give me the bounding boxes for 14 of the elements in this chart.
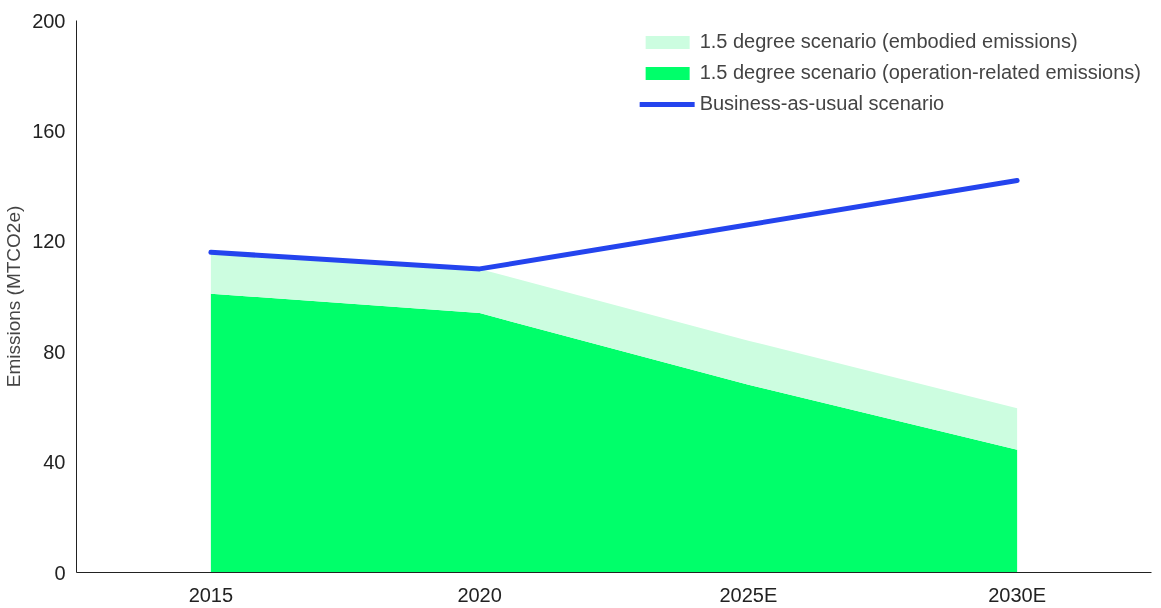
y-tick-label: 160 [32, 119, 66, 142]
legend-label: 1.5 degree scenario (operation-related emissions) [699, 61, 1141, 84]
y-axis-title: Emissions (MTCO2e) [3, 205, 25, 388]
y-tick-label: 80 [43, 340, 66, 363]
legend-label: Business-as-usual scenario [699, 92, 945, 115]
y-tick-label: 120 [32, 230, 66, 253]
x-tick-label: 2030E [988, 583, 1047, 606]
y-tick-label: 0 [54, 561, 66, 584]
legend-label: 1.5 degree scenario (embodied emissions) [699, 30, 1078, 53]
y-tick-label: 40 [43, 451, 66, 474]
x-tick-label: 2015 [188, 583, 234, 606]
x-tick-label: 2025E [719, 583, 778, 606]
y-tick-label: 200 [32, 9, 66, 32]
x-tick-label: 2020 [457, 583, 502, 606]
